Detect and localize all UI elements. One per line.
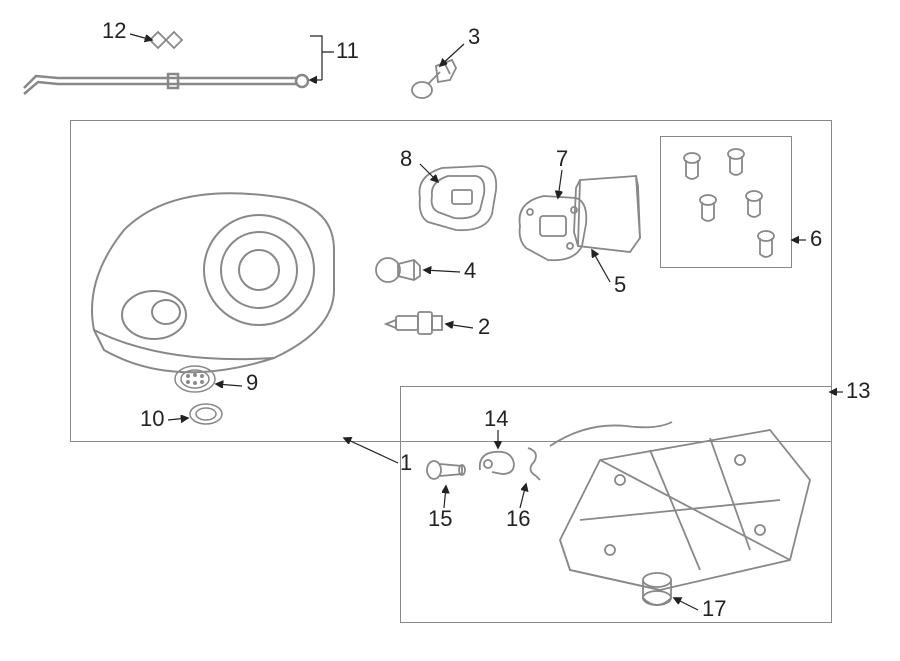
rear-cover-a bbox=[412, 162, 502, 238]
callout-14: 14 bbox=[484, 406, 508, 432]
callout-4: 4 bbox=[464, 258, 476, 284]
bolt bbox=[752, 228, 780, 262]
callout-15: 15 bbox=[428, 506, 452, 532]
callout-1: 1 bbox=[400, 450, 412, 476]
bolt bbox=[694, 192, 722, 226]
callout-9: 9 bbox=[246, 370, 258, 396]
bolt bbox=[678, 150, 706, 184]
clip bbox=[474, 444, 520, 480]
callout-16: 16 bbox=[506, 506, 530, 532]
rod bbox=[546, 416, 676, 456]
vent-cap-large bbox=[172, 362, 218, 396]
bolt bbox=[722, 146, 750, 180]
callout-12: 12 bbox=[102, 18, 126, 44]
callout-7: 7 bbox=[556, 146, 568, 172]
bolt-long bbox=[424, 454, 468, 486]
hose-clip bbox=[146, 26, 186, 54]
callout-17: 17 bbox=[702, 596, 726, 622]
diagram-canvas: 1 2 3 4 5 6 7 8 9 10 11 12 13 14 15 16 1… bbox=[0, 0, 900, 661]
callout-13: 13 bbox=[846, 378, 870, 404]
hid-bulb bbox=[382, 302, 448, 342]
bulb-socket bbox=[404, 52, 460, 108]
callout-11: 11 bbox=[336, 38, 359, 64]
callout-2: 2 bbox=[478, 314, 490, 340]
callout-5: 5 bbox=[614, 272, 626, 298]
callout-6: 6 bbox=[810, 226, 822, 252]
washer-hose bbox=[18, 60, 318, 100]
bulb-h bbox=[370, 246, 424, 288]
ballast-plate bbox=[566, 172, 644, 262]
callout-8: 8 bbox=[400, 146, 412, 172]
bumper-stop bbox=[636, 570, 678, 614]
spring-clip bbox=[520, 444, 548, 484]
callout-3: 3 bbox=[468, 24, 480, 50]
callout-10: 10 bbox=[140, 406, 164, 432]
vent-cap-small bbox=[186, 400, 226, 428]
headlamp-assembly bbox=[84, 180, 344, 390]
bolt bbox=[740, 188, 768, 222]
